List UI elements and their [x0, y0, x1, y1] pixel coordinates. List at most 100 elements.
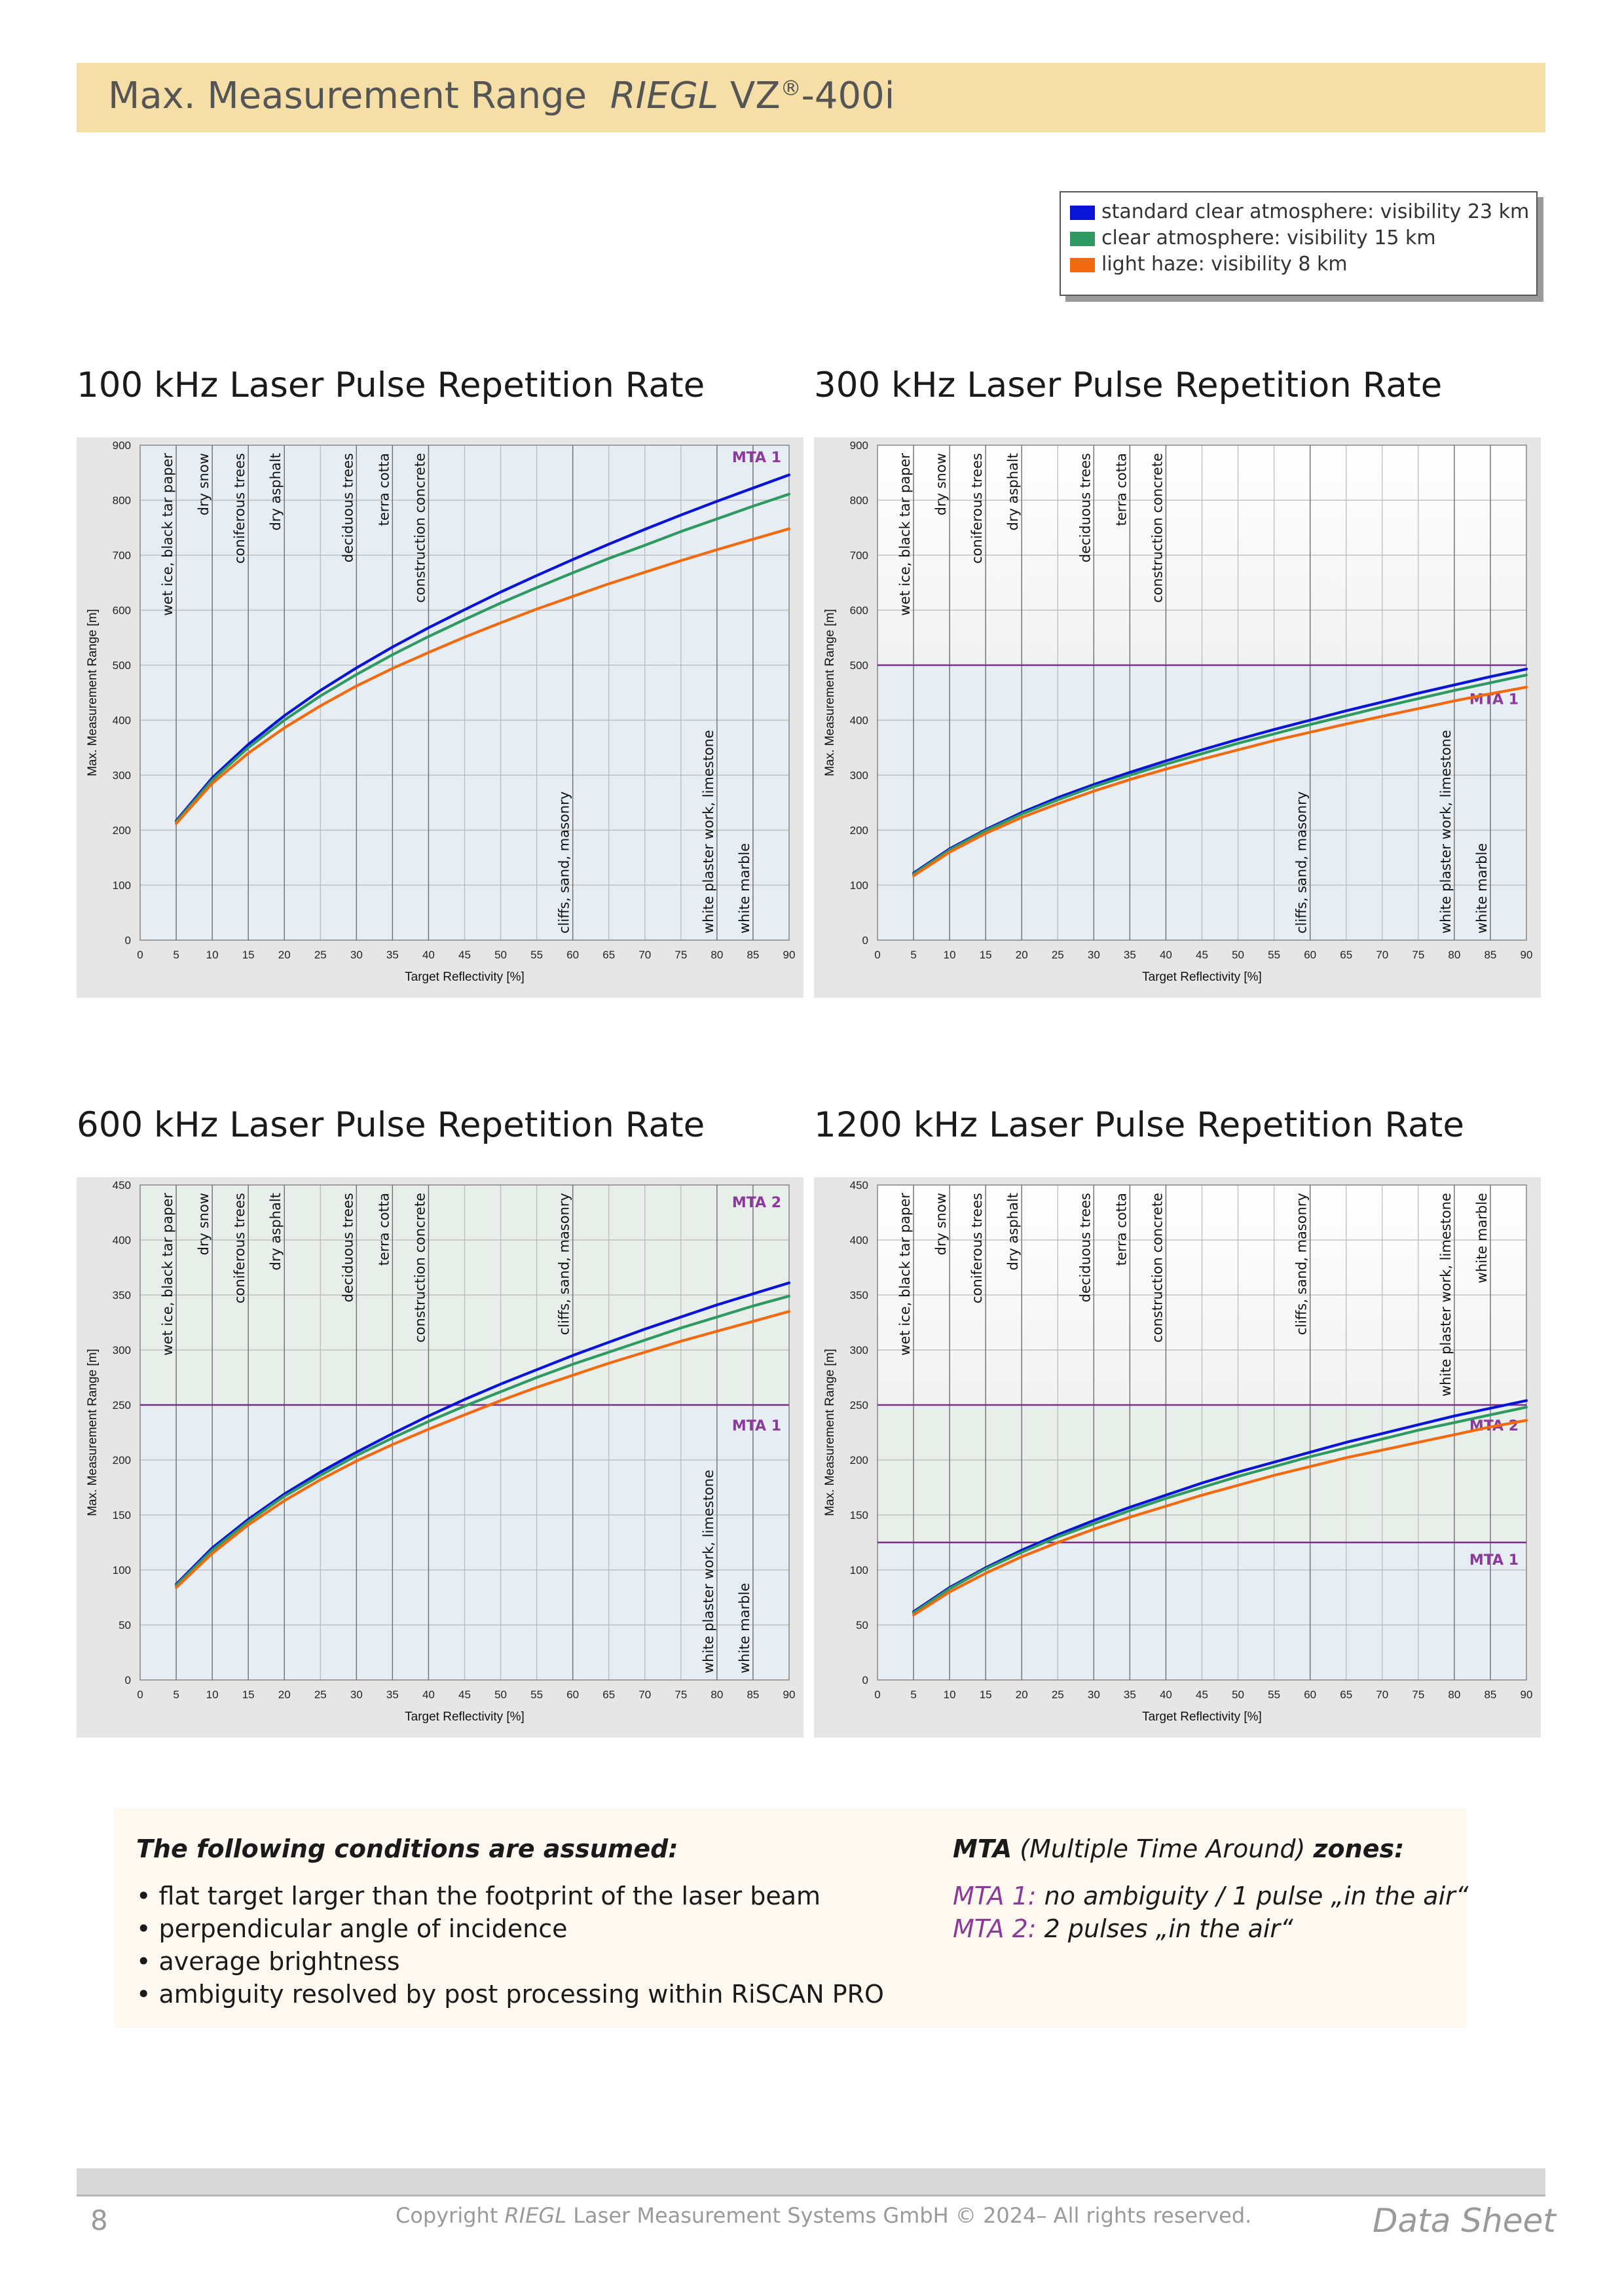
page-title: Max. Measurement Range RIEGL VZ®-400i [108, 75, 895, 117]
series-line [912, 1399, 1528, 1613]
x-tick-label: 80 [710, 949, 723, 961]
y-tick-label: 900 [113, 439, 131, 452]
x-tick-label: 65 [1340, 1688, 1352, 1701]
plot-border [139, 445, 790, 941]
x-tick-label: 50 [494, 1688, 507, 1701]
y-tick-label: 400 [113, 714, 131, 727]
y-tick-label: 200 [113, 1454, 131, 1467]
x-tick-label: 75 [674, 1688, 687, 1701]
x-tick-label: 20 [278, 1688, 291, 1701]
x-tick-label: 60 [566, 949, 579, 961]
x-tick-label: 0 [874, 1688, 880, 1701]
condition-item: • average brightness [136, 1947, 400, 1976]
material-label: coniferous trees [969, 1193, 985, 1303]
x-tick-label: 60 [1304, 1688, 1316, 1701]
plot-border [139, 1184, 790, 1681]
plot-border [877, 1184, 1527, 1681]
series-line [175, 473, 791, 822]
x-axis-label: Target Reflectivity [%] [405, 970, 525, 984]
material-label: white marble [1474, 843, 1490, 934]
material-label: terra cotta [376, 1193, 392, 1266]
y-tick-label: 300 [850, 1344, 868, 1357]
x-axis-label: Target Reflectivity [%] [1142, 970, 1262, 984]
x-tick-label: 50 [1232, 949, 1244, 961]
material-label: coniferous trees [969, 453, 985, 564]
series-line [912, 667, 1528, 875]
material-label: terra cotta [376, 453, 392, 526]
x-tick-label: 35 [1124, 1688, 1136, 1701]
x-tick-label: 0 [874, 949, 880, 961]
y-axis-label: Max. Measurement Range [m] [86, 1349, 100, 1516]
series-line [912, 685, 1528, 877]
material-label: dry snow [196, 453, 212, 515]
x-tick-label: 15 [242, 1688, 255, 1701]
series-line [912, 1406, 1528, 1614]
y-tick-label: 400 [850, 1234, 868, 1247]
y-tick-label: 50 [119, 1619, 131, 1631]
x-tick-label: 50 [494, 949, 507, 961]
series-line [175, 1310, 791, 1589]
footer-bar [77, 2168, 1545, 2196]
x-tick-label: 65 [602, 1688, 615, 1701]
x-tick-label: 85 [747, 1688, 759, 1701]
y-tick-label: 100 [113, 879, 131, 892]
x-tick-label: 40 [422, 949, 435, 961]
x-tick-label: 25 [1052, 1688, 1064, 1701]
x-tick-label: 80 [1448, 1688, 1460, 1701]
condition-item: • ambiguity resolved by post processing … [136, 1980, 884, 2009]
x-tick-label: 25 [314, 949, 327, 961]
material-label: cliffs, sand, masonry [557, 1193, 572, 1335]
material-label: cliffs, sand, masonry [1294, 792, 1310, 934]
x-tick-label: 65 [602, 949, 615, 961]
material-label: dry snow [933, 1193, 949, 1255]
material-label: white marble [737, 1583, 752, 1673]
x-tick-label: 70 [638, 949, 651, 961]
y-tick-label: 350 [113, 1289, 131, 1302]
y-tick-label: 0 [862, 1674, 868, 1686]
x-tick-label: 90 [783, 1688, 796, 1701]
chart-600khz: 0 50 100 150 200 250 300 350 400 450 0 5 10 15 20 25 30 3… [77, 1177, 803, 1738]
chart-title: 100 kHz Laser Pulse Repetition Rate [77, 365, 705, 405]
chart-1200khz: 0 50 100 150 200 250 300 350 400 450 0 5 10 15 20 25 30 3… [814, 1177, 1541, 1738]
material-label: white plaster work, limestone [701, 1470, 716, 1673]
legend: standard clear atmosphere: visibility 23… [1060, 191, 1538, 296]
x-tick-label: 15 [242, 949, 255, 961]
y-tick-label: 500 [113, 659, 131, 672]
material-label: wet ice, black tar paper [897, 453, 913, 616]
x-tick-label: 75 [1412, 1688, 1424, 1701]
y-tick-label: 800 [850, 494, 868, 507]
x-tick-label: 15 [980, 949, 992, 961]
x-tick-label: 50 [1232, 1688, 1244, 1701]
x-tick-label: 15 [980, 1688, 992, 1701]
x-axis-label: Target Reflectivity [%] [1142, 1710, 1262, 1724]
y-tick-label: 100 [850, 1564, 868, 1576]
x-tick-label: 45 [458, 1688, 471, 1701]
x-tick-label: 20 [1016, 949, 1028, 961]
x-tick-label: 0 [137, 949, 143, 961]
legend-item: standard clear atmosphere: visibility 23… [1070, 200, 1529, 227]
y-tick-label: 300 [850, 769, 868, 782]
x-tick-label: 35 [386, 949, 399, 961]
x-tick-label: 10 [206, 949, 219, 961]
material-label: dry asphalt [1005, 453, 1021, 530]
x-tick-label: 40 [1160, 1688, 1172, 1701]
y-tick-label: 400 [113, 1234, 131, 1247]
y-tick-label: 700 [850, 549, 868, 562]
material-label: terra cotta [1113, 453, 1129, 526]
y-tick-label: 600 [850, 604, 868, 617]
material-label: construction concrete [1149, 453, 1165, 603]
series-line [175, 492, 791, 824]
mta-2-description: MTA 2: 2 pulses „in the air“ [953, 1914, 1293, 1943]
x-tick-label: 25 [314, 1688, 327, 1701]
x-tick-label: 45 [458, 949, 471, 961]
conditions-box: The following conditions are assumed: • … [115, 1808, 1468, 2028]
series-line [175, 527, 791, 825]
legend-swatch [1070, 257, 1095, 272]
x-tick-label: 55 [1268, 1688, 1280, 1701]
y-tick-label: 400 [850, 714, 868, 727]
y-tick-label: 250 [113, 1399, 131, 1412]
chart-300khz: 0 100 200 300 400 500 600 700 800 900 0 5 10 15 20 25 30… [814, 437, 1541, 998]
x-tick-label: 35 [1124, 949, 1136, 961]
mta-zone-label: MTA 1 [732, 1418, 781, 1434]
y-tick-label: 300 [113, 769, 131, 782]
